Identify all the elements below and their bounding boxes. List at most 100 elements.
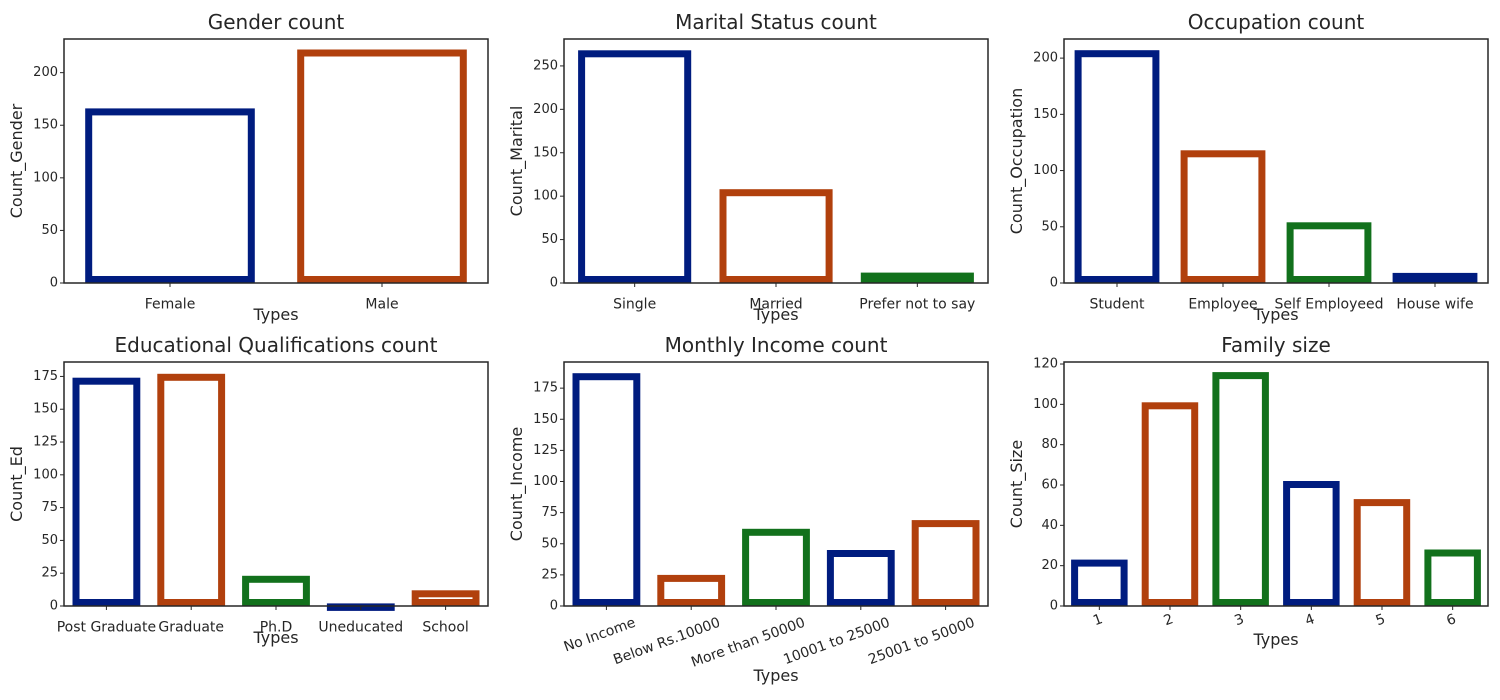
bar-4 xyxy=(1283,481,1340,606)
x-tick-label: Female xyxy=(145,297,196,313)
x-tick-label: Employee xyxy=(1188,297,1257,313)
y-tick-label: 100 xyxy=(33,170,58,185)
bar-post-graduate xyxy=(72,377,141,607)
y-tick-label: 0 xyxy=(1050,276,1058,291)
y-tick-label: 100 xyxy=(533,474,558,489)
x-tick-label: Self Employeed xyxy=(1275,297,1384,313)
y-axis-label: Count_Ed xyxy=(7,446,27,522)
chart-title: Family size xyxy=(1221,333,1331,357)
y-tick-label: 125 xyxy=(533,443,558,458)
bar-no-income xyxy=(572,373,641,607)
chart-panel-2: Single Married Prefer not to say 0 50 100 150 2… xyxy=(507,10,989,324)
x-tick-label: 5 xyxy=(1374,611,1388,629)
plot-frame xyxy=(63,361,489,607)
chart-panel-1: Female Male 0 50 100 150 200 Gender count Types C… xyxy=(7,10,489,324)
x-tick-label: Graduate xyxy=(158,620,224,636)
bar-2 xyxy=(1141,402,1199,606)
y-tick-label: 50 xyxy=(1041,219,1058,234)
plot-frame xyxy=(1063,361,1489,607)
chart-title: Occupation count xyxy=(1188,10,1365,34)
y-axis-label: Count_Marital xyxy=(507,106,527,217)
bar-6 xyxy=(1424,549,1481,606)
bar-student xyxy=(1074,50,1160,284)
bar-more-than-50000 xyxy=(742,528,810,606)
y-tick-label: 0 xyxy=(550,599,558,614)
bar-female xyxy=(85,108,255,284)
x-tick-label: Post Graduate xyxy=(57,620,156,636)
y-tick-label: 80 xyxy=(1041,437,1058,452)
y-tick-label: 100 xyxy=(533,189,558,204)
chart-title: Gender count xyxy=(208,10,345,34)
bar-3 xyxy=(1212,372,1269,606)
y-tick-label: 60 xyxy=(1041,478,1058,493)
y-tick-label: 50 xyxy=(541,232,558,247)
x-tick-label: 6 xyxy=(1444,611,1458,629)
x-tick-label: 4 xyxy=(1303,611,1317,629)
plot-frame xyxy=(563,38,989,284)
bar-house-wife xyxy=(1392,272,1478,283)
y-tick-label: 150 xyxy=(33,402,58,417)
y-tick-label: 200 xyxy=(533,102,558,117)
x-axis-label: Types xyxy=(252,628,298,647)
bar-25001-to-50000 xyxy=(911,520,980,606)
bar-5 xyxy=(1353,499,1411,607)
x-tick-label: House wife xyxy=(1396,297,1473,313)
y-tick-label: 150 xyxy=(33,118,58,133)
y-tick-label: 175 xyxy=(533,381,558,396)
y-tick-label: 50 xyxy=(41,223,58,238)
x-axis-label: Types xyxy=(752,305,798,324)
x-tick-label: Ph.D xyxy=(260,620,293,636)
y-tick-label: 100 xyxy=(33,467,58,482)
y-tick-label: 0 xyxy=(50,276,58,291)
chart-title: Marital Status count xyxy=(675,10,877,34)
y-axis-label: Count_Income xyxy=(507,427,527,541)
x-tick-label: Student xyxy=(1089,297,1145,313)
y-tick-label: 75 xyxy=(41,500,58,515)
chart-panel-4: Post Graduate Graduate Ph.D Uneducated Schoo… xyxy=(7,333,489,647)
x-tick-label: 1 xyxy=(1091,611,1105,629)
x-tick-label: Prefer not to say xyxy=(859,297,975,313)
chart-panel-3: Student Employee Self Employeed House wife 0… xyxy=(1007,10,1489,324)
bar-prefer-not-to-say xyxy=(860,272,974,284)
y-tick-label: 0 xyxy=(1050,599,1058,614)
bar-school xyxy=(411,590,480,606)
plot-frame xyxy=(63,38,489,284)
y-tick-label: 25 xyxy=(541,567,558,582)
x-tick-label: Married xyxy=(749,297,802,313)
y-axis-label: Count_Size xyxy=(1007,440,1027,528)
bar-male xyxy=(297,49,467,283)
y-tick-label: 40 xyxy=(1041,518,1058,533)
plot-frame xyxy=(563,361,989,607)
y-tick-label: 50 xyxy=(41,533,58,548)
y-tick-label: 200 xyxy=(1033,51,1058,66)
y-tick-label: 50 xyxy=(541,536,558,551)
y-tick-label: 250 xyxy=(533,58,558,73)
y-tick-label: 20 xyxy=(1041,558,1058,573)
x-axis-label: Types xyxy=(752,666,798,685)
x-tick-label: Single xyxy=(613,297,656,313)
bar-single xyxy=(578,50,692,283)
x-tick-label: Uneducated xyxy=(318,620,403,636)
y-tick-label: 0 xyxy=(550,276,558,291)
x-tick-label: 3 xyxy=(1232,611,1246,629)
bar-1 xyxy=(1071,559,1128,606)
y-tick-label: 200 xyxy=(33,65,58,80)
y-tick-label: 175 xyxy=(33,369,58,384)
x-tick-label: School xyxy=(422,620,468,636)
y-tick-label: 150 xyxy=(1033,107,1058,122)
y-tick-label: 150 xyxy=(533,145,558,160)
y-tick-label: 100 xyxy=(1033,163,1058,178)
y-tick-label: 25 xyxy=(41,566,58,581)
plot-frame xyxy=(1063,38,1489,284)
x-axis-label: Types xyxy=(252,305,298,324)
y-tick-label: 120 xyxy=(1033,357,1058,372)
bar-employee xyxy=(1180,150,1266,283)
y-axis-label: Count_Occupation xyxy=(1007,88,1027,234)
y-tick-label: 125 xyxy=(33,435,58,450)
y-axis-label: Count_Gender xyxy=(7,103,27,218)
bar-married xyxy=(719,189,833,283)
x-axis-label: Types xyxy=(1252,630,1298,649)
